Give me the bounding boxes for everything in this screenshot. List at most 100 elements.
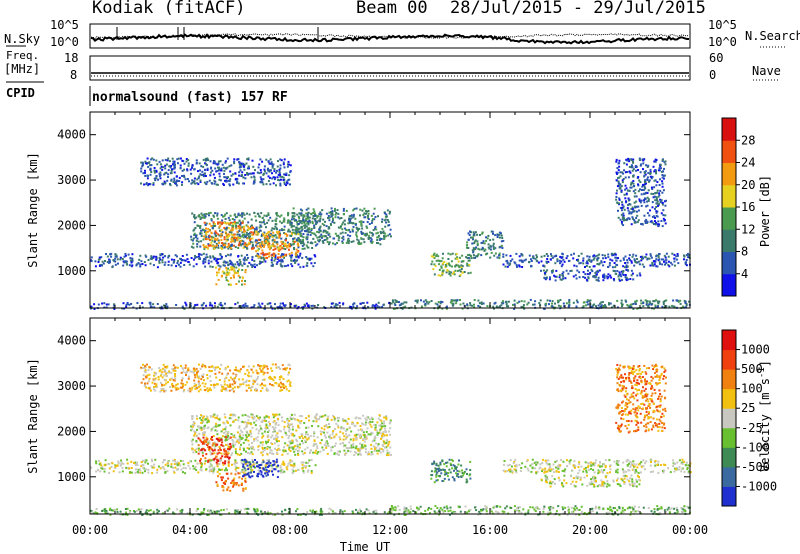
echo-cell [151,466,154,469]
echo-cell [289,442,292,445]
echo-cell [640,163,643,166]
echo-cell [95,470,98,473]
echo-cell [553,274,556,277]
echo-cell [236,261,239,263]
echo-cell [434,302,437,305]
echo-cell [237,247,240,249]
echo-cell [125,260,128,263]
echo-cell [466,304,469,307]
echo-cell [522,304,525,307]
echo-cell [308,459,311,462]
echo-cell [237,419,240,422]
echo-cell [618,165,621,168]
echo-cell [285,234,288,237]
echo-cell [328,216,331,219]
echo-cell [242,449,245,452]
echo-cell [361,209,364,212]
echo-cell [537,261,540,264]
echo-cell [279,469,282,472]
echo-cell [206,247,209,250]
echo-cell [160,165,163,168]
echo-cell [233,233,236,236]
echo-cell [258,471,261,474]
echo-cell [517,511,520,514]
echo-cell [382,232,385,235]
echo-cell [372,233,375,236]
echo-cell [181,159,184,162]
echo-cell [588,255,591,258]
echo-cell [274,256,277,258]
echo-cell [624,274,627,276]
echo-cell [582,305,585,308]
echo-cell [630,181,633,184]
echo-cell [271,443,274,445]
echo-cell [673,512,676,515]
echo-cell [188,263,191,266]
echo-cell [368,234,371,237]
echo-cell [313,443,316,445]
echo-cell [225,276,228,279]
echo-cell [602,276,605,279]
echo-cell [219,160,222,163]
echo-cell [243,233,246,236]
cpid-value: normalsound (fast) 157 RF [92,90,288,105]
echo-cell [216,212,219,215]
echo-cell [131,257,134,260]
echo-cell [286,182,289,185]
echo-cell [258,262,261,265]
echo-cell [234,263,237,266]
echo-cell [210,260,213,263]
echo-cell [200,229,203,232]
echo-cell [445,307,448,310]
echo-cell [200,253,203,256]
echo-cell [261,245,264,248]
echo-cell [244,463,247,466]
echo-cell [369,237,372,240]
echo-cell [193,305,196,308]
echo-cell [625,300,628,303]
echo-cell [647,200,650,202]
echo-cell [204,229,207,232]
echo-cell [328,511,330,514]
echo-cell [210,232,213,235]
echo-cell [644,222,647,224]
echo-cell [653,186,656,189]
echo-cell [208,236,210,239]
echo-cell [387,443,390,446]
echo-cell [367,216,369,219]
echo-cell [256,254,259,257]
echo-cell [596,511,598,514]
echo-cell [232,234,235,237]
echo-cell [554,302,556,305]
echo-cell [330,305,333,308]
echo-cell [209,160,212,163]
echo-cell [663,219,666,221]
echo-cell [382,440,385,443]
echo-cell [211,227,214,230]
echo-cell [278,259,281,262]
echo-cell [309,233,312,236]
echo-cell [646,300,649,303]
echo-cell [147,183,150,186]
echo-cell [458,266,461,269]
echo-cell [253,462,256,465]
echo-cell [267,246,270,249]
echo-cell [320,233,323,236]
echo-cell [622,273,625,276]
echo-cell [664,263,666,266]
echo-cell [514,262,517,265]
echo-cell [559,262,561,265]
echo-cell [149,513,152,516]
echo-cell [293,237,296,240]
echo-cell [331,220,334,223]
echo-cell [679,299,682,302]
echo-cell [235,216,237,219]
echo-cell [141,161,144,164]
echo-cell [303,215,306,218]
echo-cell [433,252,436,255]
echo-cell [630,261,633,264]
echo-cell [618,278,621,281]
echo-cell [296,440,299,443]
echo-cell [108,467,111,470]
echo-cell [300,461,303,464]
